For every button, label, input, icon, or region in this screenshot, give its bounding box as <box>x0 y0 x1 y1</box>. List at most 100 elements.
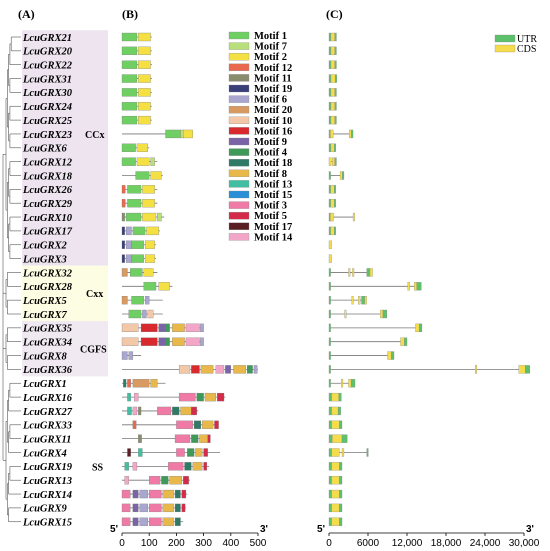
cds-block <box>331 420 340 429</box>
motif-block <box>121 199 126 208</box>
cds-block <box>341 379 344 388</box>
motif-panel <box>121 32 258 526</box>
cds-block <box>475 365 478 374</box>
utr-block <box>328 323 331 333</box>
motif-block <box>131 295 144 305</box>
motif-block <box>169 476 182 485</box>
utr-block <box>328 476 332 485</box>
motif-block <box>217 392 225 402</box>
motif-block <box>143 268 154 277</box>
motif-legend-label: Motif 20 <box>254 105 292 116</box>
utr-block <box>334 199 336 208</box>
motif-legend-swatch <box>228 127 250 135</box>
motif-tick-label: 200 <box>168 538 185 549</box>
utr-block <box>334 226 336 236</box>
cds-block <box>328 254 332 263</box>
group-label-ss: SS <box>92 462 104 473</box>
motif-block <box>138 406 142 416</box>
motif-block <box>138 60 151 69</box>
gene-label: LcuGRX36 <box>22 365 73 376</box>
group-label-ccx: CCx <box>85 130 104 141</box>
utr-block <box>328 462 332 471</box>
gene-label: LcuGRX31 <box>22 74 72 85</box>
motif-block <box>121 46 138 55</box>
utr-block <box>339 420 343 429</box>
cds-block <box>348 268 351 277</box>
motif-block <box>132 462 138 471</box>
motif-block <box>132 517 139 526</box>
motif-legend-swatch <box>228 180 250 188</box>
utr-block <box>328 171 331 180</box>
motif-block <box>195 448 203 457</box>
phylogenetic-tree <box>2 36 21 523</box>
motif-block <box>172 323 185 333</box>
axes: 0 100 200 300 400 500 5' 3' 0 6000 12,000 18,000 24,… <box>110 524 540 549</box>
motif-block <box>162 517 174 526</box>
utr-block <box>328 420 332 429</box>
motif-block <box>142 212 157 222</box>
structure-tick-label: 18,000 <box>431 538 462 549</box>
motif-block <box>147 309 154 319</box>
motif-block <box>139 517 148 526</box>
utr-block <box>328 199 331 208</box>
motif-block <box>214 420 219 429</box>
motif-legend-label: Motif 16 <box>254 126 292 137</box>
gene-label: LcuGRX16 <box>22 393 73 404</box>
cds-block <box>415 323 420 333</box>
group-band-ccx <box>22 30 108 266</box>
motif-three-prime: 3' <box>260 524 268 535</box>
motif-block <box>124 462 129 471</box>
motif-block <box>172 337 185 346</box>
motif-legend-label: Motif 13 <box>254 179 292 190</box>
motif-legend-swatch <box>228 106 250 114</box>
motif-legend-swatch <box>228 95 250 103</box>
structure-five-prime: 5' <box>317 524 325 535</box>
utr-block <box>328 337 331 346</box>
motif-legend-label: Motif 5 <box>254 211 287 222</box>
structure-legend-item: UTR <box>494 34 537 45</box>
utr-block <box>334 102 337 111</box>
utr-block <box>328 295 331 305</box>
motif-block <box>128 309 142 319</box>
motif-block <box>149 489 162 499</box>
motif-block <box>121 517 131 526</box>
cds-block <box>332 157 335 166</box>
motif-block <box>149 517 162 526</box>
cds-block <box>330 102 336 111</box>
motif-block <box>149 503 162 513</box>
cds-block <box>331 406 339 416</box>
motif-block <box>183 129 193 139</box>
structure-three-prime: 3' <box>526 524 534 535</box>
cds-block <box>369 268 373 277</box>
motif-block <box>138 434 142 443</box>
motif-legend-swatch <box>228 169 250 177</box>
utr-block <box>328 268 331 277</box>
motif-block <box>191 365 200 374</box>
gene-label: LcuGRX19 <box>22 462 73 473</box>
utr-block <box>328 517 332 526</box>
motif-block <box>162 503 174 513</box>
cds-block <box>330 129 334 139</box>
utr-block <box>328 102 332 111</box>
utr-block <box>328 489 332 499</box>
utr-block <box>334 46 337 55</box>
motif-legend-item: Motif 6 <box>228 95 287 106</box>
motif-legend-item: Motif 19 <box>228 84 292 95</box>
motif-block <box>121 337 139 346</box>
panel-label-a: (A) <box>18 7 35 21</box>
motif-block <box>138 32 151 42</box>
cds-block <box>330 212 334 222</box>
motif-block <box>181 503 186 513</box>
motif-block <box>157 212 162 222</box>
motif-legend-item: Motif 16 <box>228 126 292 137</box>
motif-legend-item: Motif 4 <box>228 148 288 159</box>
cds-block <box>348 129 352 139</box>
motif-block <box>183 476 189 485</box>
motif-block <box>121 185 126 194</box>
motif-block <box>127 199 142 208</box>
structure-panel <box>328 32 530 526</box>
gene-label: LcuGRX27 <box>22 407 73 418</box>
structure-legend-swatch <box>494 34 516 43</box>
cds-block <box>330 32 336 42</box>
